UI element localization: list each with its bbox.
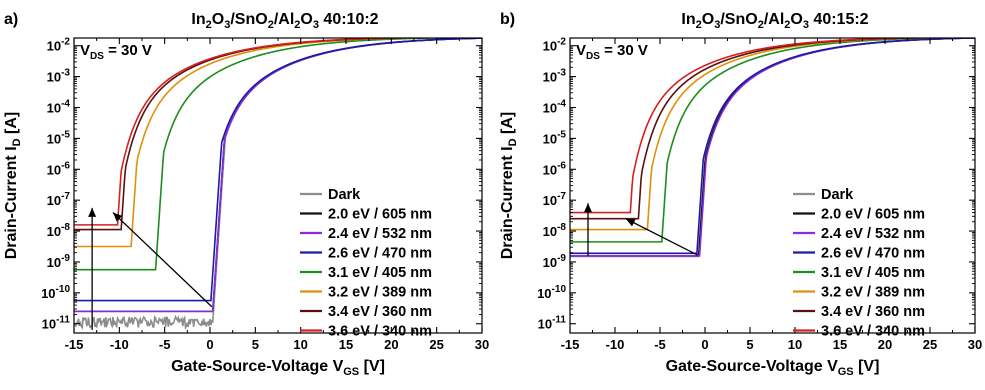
legend-entry-7: 3.6 eV / 340 nm <box>328 324 432 340</box>
legend-entry-4: 3.1 eV / 405 nm <box>821 265 925 281</box>
y-tick-label: 10-7 <box>47 191 71 208</box>
x-axis-label: Gate-Source-Voltage VGS [V] <box>171 358 385 378</box>
panel-label: a) <box>4 11 18 28</box>
arrow-1 <box>112 212 213 308</box>
x-tick-label: 0 <box>206 337 213 352</box>
arrow-head-0 <box>584 203 592 213</box>
legend: Dark 2.0 eV / 605 nm 2.4 eV / 532 nm 2.6 eV… <box>793 187 925 340</box>
legend-entry-7: 3.6 eV / 340 nm <box>821 324 925 340</box>
curves <box>74 38 482 331</box>
legend-entry-1: 2.0 eV / 605 nm <box>821 207 925 223</box>
legend-entry-5: 3.2 eV / 389 nm <box>821 285 925 301</box>
y-axis-label: Drain-Current ID [A] <box>499 112 519 260</box>
y-tick-label: 10-5 <box>543 129 567 146</box>
legend-entry-6: 3.4 eV / 360 nm <box>328 304 432 320</box>
x-tick-label: 30 <box>968 337 982 352</box>
x-tick-label: 25 <box>923 337 937 352</box>
vds-annotation: VDS = 30 V <box>576 42 648 62</box>
y-tick-label: 10-6 <box>543 160 567 177</box>
x-tick-label: 5 <box>252 337 259 352</box>
y-tick-label: 10-4 <box>543 99 567 116</box>
x-tick-label: 25 <box>429 337 443 352</box>
arrow-head-0 <box>88 207 97 217</box>
legend-entry-6: 3.4 eV / 360 nm <box>821 304 925 320</box>
x-tick-label: -15 <box>561 337 580 352</box>
x-tick-label: 10 <box>788 337 802 352</box>
arrow-head-1 <box>625 218 636 227</box>
y-tick-label: 10-11 <box>42 315 71 332</box>
x-tick-label: -10 <box>606 337 625 352</box>
x-axis-label: Gate-Source-Voltage VGS [V] <box>666 358 880 378</box>
series-line-7 <box>74 38 442 226</box>
y-tick-label: 10-10 <box>537 284 566 301</box>
panel-b: b) In2​O3​/SnO2​/Al2​O3​ 40:15:2 -15 -10 -5 0… <box>499 11 982 378</box>
x-tick-label: 10 <box>293 337 307 352</box>
arrow-1 <box>625 218 699 256</box>
panel-a: a) In2​O3​/SnO2​/Al2​O3​ 40:10:2 -15 -10 -5 0… <box>3 11 489 378</box>
chart-title: In2​O3​/SnO2​/Al2​O3​ 40:10:2 <box>191 11 378 31</box>
y-tick-label: 10-6 <box>47 160 71 177</box>
y-tick-label: 10-2 <box>47 37 71 54</box>
series-line-6 <box>74 38 445 231</box>
y-tick-label: 10-9 <box>543 253 567 270</box>
y-tick-label: 10-8 <box>543 222 567 239</box>
x-tick-label: 5 <box>746 337 753 352</box>
legend-entry-3: 2.6 eV / 470 nm <box>821 246 925 262</box>
x-tick-label: -15 <box>65 337 84 352</box>
y-tick-label: 10-8 <box>47 222 71 239</box>
y-axis-label: Drain-Current ID [A] <box>3 112 23 260</box>
chart-title: In2​O3​/SnO2​/Al2​O3​ 40:15:2 <box>681 11 868 31</box>
series-line-5 <box>74 38 455 248</box>
legend-entry-4: 3.1 eV / 405 nm <box>328 265 432 281</box>
y-tick-label: 10-2 <box>543 37 567 54</box>
y-tick-label: 10-7 <box>543 191 567 208</box>
vds-annotation: VDS = 30 V <box>80 42 152 62</box>
y-tick-label: 10-10 <box>41 284 70 301</box>
y-tick-label: 10-5 <box>47 129 71 146</box>
x-tick-label: 0 <box>701 337 708 352</box>
legend-entry-0: Dark <box>328 187 361 203</box>
y-tick-label: 10-3 <box>543 68 567 85</box>
panel-label: b) <box>500 11 515 28</box>
legend-entry-0: Dark <box>821 187 854 203</box>
x-tick-label: 20 <box>878 337 892 352</box>
legend: Dark 2.0 eV / 605 nm 2.4 eV / 532 nm 2.6 eV… <box>300 187 432 340</box>
legend-entry-2: 2.4 eV / 532 nm <box>821 226 925 242</box>
series-line-7 <box>570 38 952 214</box>
x-tick-label: 20 <box>384 337 398 352</box>
x-tick-label: -10 <box>110 337 129 352</box>
x-tick-label: 15 <box>833 337 847 352</box>
y-tick-label: 10-4 <box>47 99 71 116</box>
y-tick-label: 10-11 <box>538 315 567 332</box>
x-tick-label: 15 <box>339 337 353 352</box>
y-tick-label: 10-3 <box>47 68 71 85</box>
x-tick-label: 30 <box>475 337 489 352</box>
x-tick-label: -5 <box>654 337 666 352</box>
legend-entry-2: 2.4 eV / 532 nm <box>328 226 432 242</box>
legend-entry-5: 3.2 eV / 389 nm <box>328 285 432 301</box>
legend-entry-3: 2.6 eV / 470 nm <box>328 246 432 262</box>
y-tick-label: 10-9 <box>47 253 71 270</box>
legend-entry-1: 2.0 eV / 605 nm <box>328 207 432 223</box>
x-tick-label: -5 <box>159 337 171 352</box>
arrow-head-1 <box>112 212 123 222</box>
